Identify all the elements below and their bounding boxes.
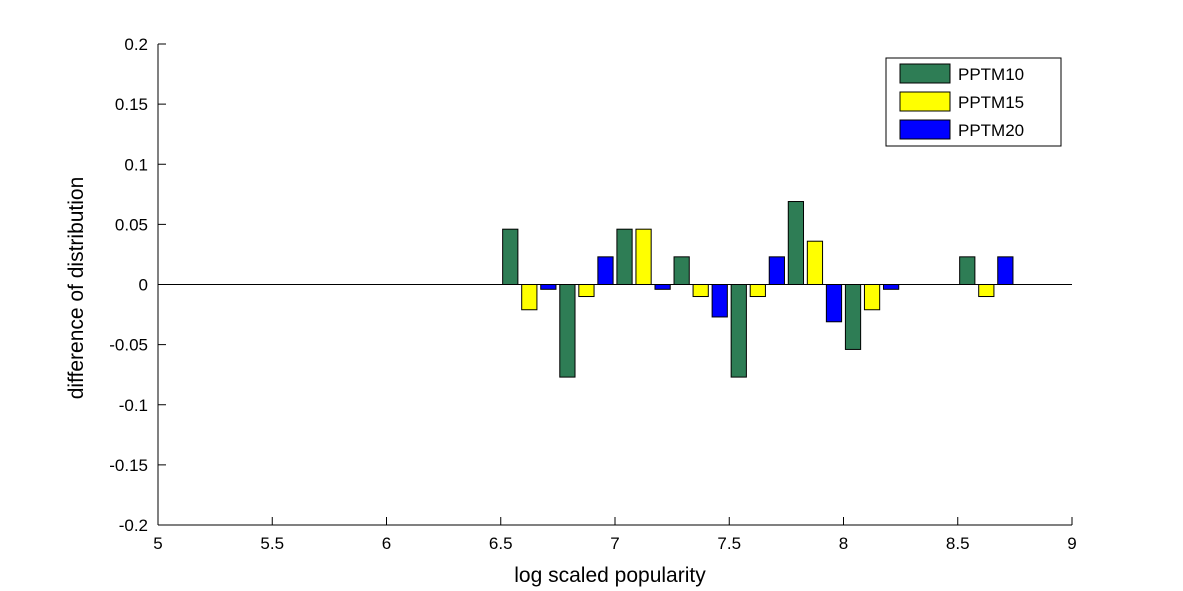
x-tick-label: 6	[382, 534, 391, 553]
y-tick-label: -0.15	[109, 456, 148, 475]
bar-pptm20-6	[882, 284, 900, 290]
bar-pptm10-7	[959, 256, 976, 285]
legend: PPTM10 PPTM15 PPTM20	[885, 57, 1062, 147]
x-tick-label: 8.5	[946, 534, 970, 553]
y-tick-label: 0.05	[115, 215, 148, 234]
y-tick-label: 0.15	[115, 95, 148, 114]
bar-pptm10-0	[502, 228, 519, 285]
bar-pptm20-7	[997, 256, 1014, 285]
y-tick-label: 0	[139, 276, 148, 295]
bar-pptm15-6	[863, 284, 881, 311]
bar-pptm20-1	[597, 256, 614, 285]
bar-pptm15-7	[978, 284, 995, 298]
bar-pptm15-1	[578, 284, 595, 298]
x-axis-title: log scaled popularity	[514, 564, 706, 587]
x-tick-label: 5.5	[260, 534, 284, 553]
y-tick-label: 0.1	[124, 155, 148, 174]
x-tick-label: 7.5	[717, 534, 741, 553]
y-axis-title: difference of distribution	[65, 177, 88, 400]
axes-group	[157, 43, 1073, 526]
legend-swatch-pptm20	[899, 119, 951, 140]
y-tick-label: -0.2	[119, 516, 148, 535]
legend-label-pptm20: PPTM20	[958, 121, 1024, 140]
bar-pptm20-0	[540, 284, 557, 290]
bar-pptm10-4	[730, 284, 747, 378]
x-tick-labels: 5 5.5 6 6.5 7 7.5 8 8.5 9	[153, 534, 1076, 553]
y-tick-labels: 0.2 0.15 0.1 0.05 0 -0.05 -0.1 -0.15 -0.2	[109, 35, 148, 535]
x-tick-label: 8	[839, 534, 848, 553]
bar-pptm20-3	[711, 284, 728, 318]
y-tick-label: -0.05	[109, 336, 148, 355]
y-tick-label: -0.1	[119, 396, 148, 415]
x-tick-label: 6.5	[489, 534, 513, 553]
bar-pptm20-2	[654, 284, 671, 290]
bar-pptm15-4	[749, 284, 766, 298]
bar-pptm15-3	[692, 284, 709, 298]
bars-group	[502, 201, 1014, 378]
legend-swatch-pptm15	[899, 91, 951, 112]
bar-pptm20-5	[825, 284, 843, 323]
bar-pptm15-5	[806, 240, 824, 286]
x-tick-label: 7	[610, 534, 619, 553]
bar-pptm10-5	[787, 201, 805, 285]
bar-pptm15-0	[521, 284, 538, 311]
x-tick-label: 5	[153, 534, 162, 553]
bar-pptm15-2	[635, 228, 652, 285]
bar-pptm10-3	[673, 256, 690, 285]
x-tick-label: 9	[1067, 534, 1076, 553]
bar-pptm10-1	[559, 284, 576, 378]
bar-pptm10-6	[844, 284, 862, 350]
legend-label-pptm15: PPTM15	[958, 93, 1024, 112]
y-tick-label: 0.2	[124, 35, 148, 54]
legend-swatch-pptm10	[899, 63, 951, 84]
bar-pptm10-2	[616, 228, 633, 285]
bar-pptm20-4	[768, 256, 785, 285]
legend-label-pptm10: PPTM10	[958, 65, 1024, 84]
